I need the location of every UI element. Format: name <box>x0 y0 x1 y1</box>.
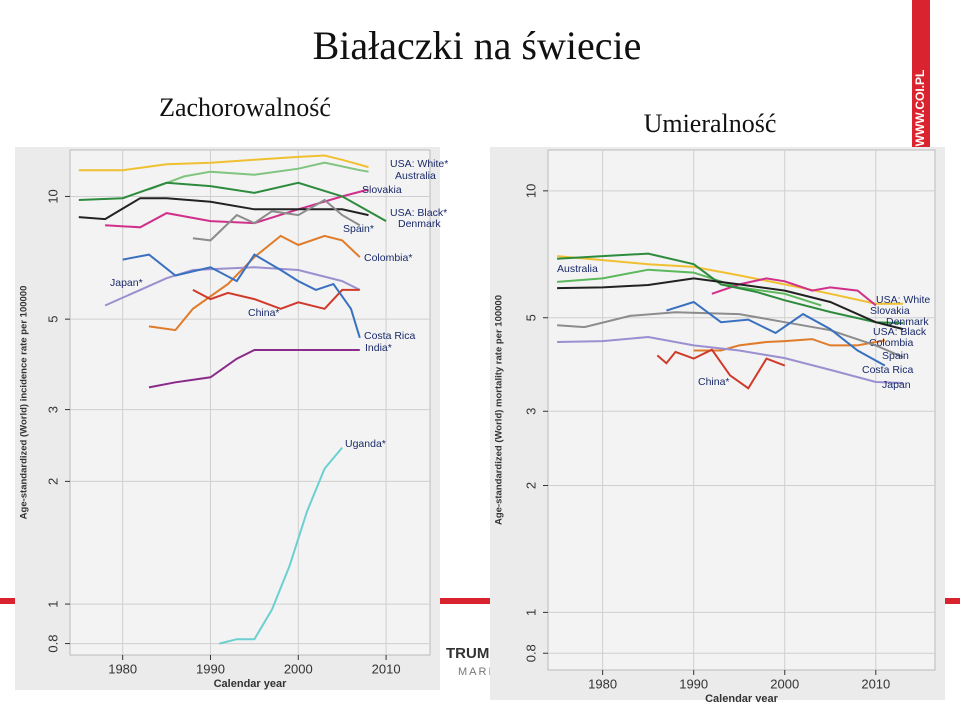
y-tick-label: 10 <box>523 184 538 198</box>
plot-area <box>547 149 936 671</box>
y-tick-label: 1 <box>523 609 538 616</box>
series-line <box>711 277 877 307</box>
series-label: Japan <box>882 379 911 391</box>
x-axis-label: Calendar year <box>214 678 287 690</box>
series-label: Slovakia <box>870 305 910 317</box>
series-label: Costa Rica <box>364 330 416 342</box>
brand-line <box>440 598 490 604</box>
x-tick-label: 2010 <box>372 661 401 676</box>
y-axis-label: Age-standardized (World) incidence rate … <box>19 286 30 520</box>
series-label: Australia <box>395 170 436 182</box>
series-label: Colombia* <box>364 252 412 264</box>
y-tick-label: 0.8 <box>45 635 60 653</box>
series-label: Slovakia <box>362 184 402 196</box>
x-tick-label: 1990 <box>679 676 708 691</box>
series-line <box>122 253 361 339</box>
series-line <box>219 446 343 645</box>
series-label: Australia <box>557 263 598 275</box>
series-line <box>192 288 360 310</box>
footer-logo: MARI <box>458 666 494 678</box>
y-tick-label: 3 <box>523 408 538 415</box>
series-label: Costa Rica <box>862 364 914 376</box>
x-tick-label: 2000 <box>770 676 799 691</box>
series-line <box>192 198 361 242</box>
y-tick-label: 2 <box>45 478 60 485</box>
x-tick-label: 1980 <box>588 676 617 691</box>
series-line <box>557 268 822 307</box>
series-label: Japan* <box>110 277 143 289</box>
series-line <box>557 255 904 305</box>
series-line <box>557 252 904 325</box>
series-label: Colombia <box>869 337 914 349</box>
series-line <box>78 181 387 222</box>
series-label: India* <box>365 342 392 354</box>
series-line <box>148 349 360 389</box>
series-label: Uganda* <box>345 438 386 450</box>
series-line <box>105 188 369 229</box>
brand-strip <box>912 0 930 150</box>
x-tick-label: 1980 <box>108 661 137 676</box>
x-tick-label: 2000 <box>284 661 313 676</box>
series-line <box>104 266 361 307</box>
y-tick-label: 10 <box>45 189 60 203</box>
series-line <box>666 300 886 367</box>
chart-subtitle: Umieralność <box>644 109 777 138</box>
y-tick-label: 0.8 <box>523 644 538 662</box>
slide-title: Białaczki na świecie <box>313 23 642 68</box>
series-label: Spain <box>882 350 909 362</box>
series-label: Denmark <box>398 218 441 230</box>
series-line <box>148 234 361 332</box>
x-tick-label: 1990 <box>196 661 225 676</box>
chart-subtitle: Zachorowalność <box>159 93 331 122</box>
series-label: China* <box>248 307 280 319</box>
footer-logo: TRUM <box>446 645 489 662</box>
series-line <box>148 161 369 191</box>
y-tick-label: 1 <box>45 600 60 607</box>
x-axis-label: Calendar year <box>705 693 778 702</box>
site-url: WWW.COI.PL <box>913 70 927 147</box>
series-label: USA: Black* <box>390 207 447 219</box>
y-tick-label: 2 <box>523 482 538 489</box>
series-label: USA: Black <box>873 326 927 338</box>
series-label: Spain* <box>343 223 374 235</box>
x-tick-label: 2010 <box>861 676 890 691</box>
y-tick-label: 3 <box>45 406 60 413</box>
brand-line <box>945 598 960 604</box>
y-tick-label: 5 <box>45 316 60 323</box>
series-line <box>656 348 786 390</box>
series-label: USA: White <box>876 294 930 306</box>
y-tick-label: 5 <box>523 314 538 321</box>
series-line <box>557 335 904 384</box>
series-line <box>78 154 369 172</box>
series-label: USA: White* <box>390 158 448 170</box>
plot-area <box>69 149 431 656</box>
brand-line <box>0 598 15 604</box>
series-label: China* <box>698 376 730 388</box>
series-line <box>557 277 904 331</box>
series-label: Denmark <box>886 316 929 328</box>
y-axis-label: Age-standardized (World) mortality rate … <box>494 295 505 525</box>
series-line <box>557 311 904 359</box>
series-line <box>78 197 369 221</box>
